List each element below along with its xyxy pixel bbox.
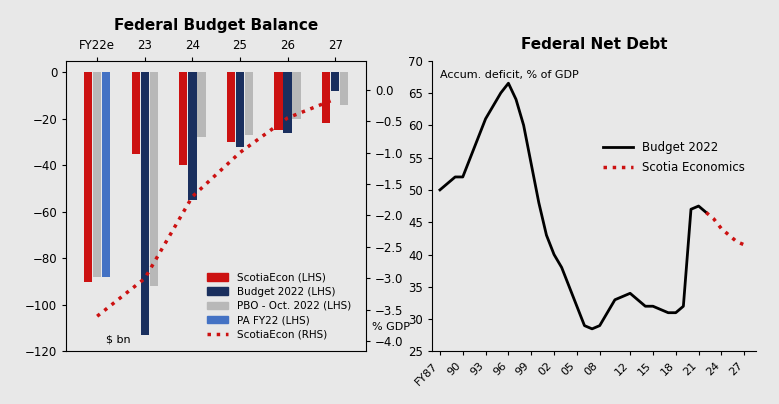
Bar (340, 72, 348, 105)
Text: Accum. deficit, % of GDP: Accum. deficit, % of GDP (440, 70, 579, 80)
Bar (150, 72, 158, 286)
Bar (274, 72, 283, 130)
Bar (102, 72, 111, 277)
Title: Federal Net Debt: Federal Net Debt (520, 38, 668, 53)
Bar (197, 72, 206, 137)
Title: Federal Budget Balance: Federal Budget Balance (114, 18, 319, 33)
Text: $ bn: $ bn (106, 334, 131, 344)
Bar (331, 72, 340, 91)
Bar (322, 72, 330, 124)
Bar (140, 72, 149, 335)
Bar (93, 72, 101, 277)
Legend: Budget 2022, Scotia Economics: Budget 2022, Scotia Economics (598, 136, 749, 179)
Bar (132, 72, 140, 154)
Bar (284, 72, 292, 133)
Text: % GDP: % GDP (372, 322, 410, 332)
Legend: ScotiaEcon (LHS), Budget 2022 (LHS), PBO - Oct. 2022 (LHS), PA FY22 (LHS), Scoti: ScotiaEcon (LHS), Budget 2022 (LHS), PBO… (203, 268, 355, 343)
Bar (179, 72, 188, 165)
Bar (292, 72, 301, 119)
Bar (227, 72, 235, 142)
Bar (84, 72, 92, 282)
Bar (245, 72, 253, 135)
Bar (236, 72, 244, 147)
Bar (189, 72, 196, 200)
